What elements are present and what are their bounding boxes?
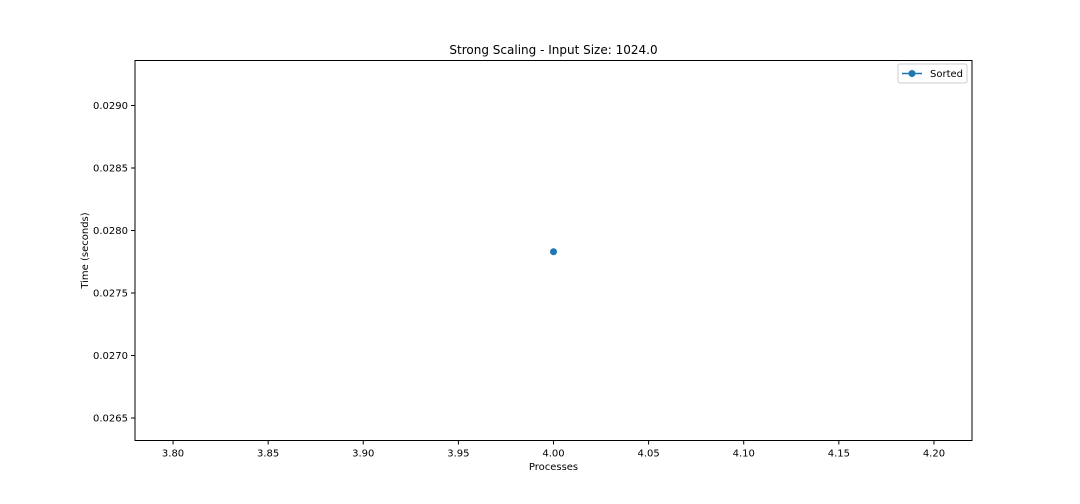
chart-title: Strong Scaling - Input Size: 1024.0 [449,43,657,57]
legend-box [897,63,968,84]
x-axis-label: Processes [529,462,578,473]
y-tick-label: 0.0290 [93,101,128,112]
x-tick-label: 3.85 [257,449,279,460]
legend: Sorted [897,63,968,84]
y-tick-label: 0.0285 [93,164,128,175]
y-ticks: 0.0265 0.0270 0.0275 0.0280 0.0285 0.0290 [93,101,135,425]
data-point [550,248,557,256]
x-ticks: 3.80 3.85 3.90 3.95 4.00 4.05 4.10 4.15 4.20 [162,440,945,460]
x-tick-label: 4.05 [637,449,659,460]
x-tick-label: 3.80 [162,449,184,460]
y-tick-label: 0.0280 [93,226,128,237]
y-tick-label: 0.0275 [93,289,128,300]
x-tick-label: 3.95 [447,449,469,460]
y-axis-label: Time (seconds) [80,212,91,289]
y-tick-label: 0.0270 [93,351,128,362]
x-tick-label: 4.00 [542,449,564,460]
x-tick-label: 4.10 [733,449,755,460]
y-tick-label: 0.0265 [93,414,128,425]
x-tick-label: 4.20 [923,449,945,460]
legend-marker [908,70,916,77]
x-tick-label: 4.15 [828,449,850,460]
series-layer [550,248,557,256]
x-tick-label: 3.90 [352,449,374,460]
legend-label: Sorted [930,69,963,80]
